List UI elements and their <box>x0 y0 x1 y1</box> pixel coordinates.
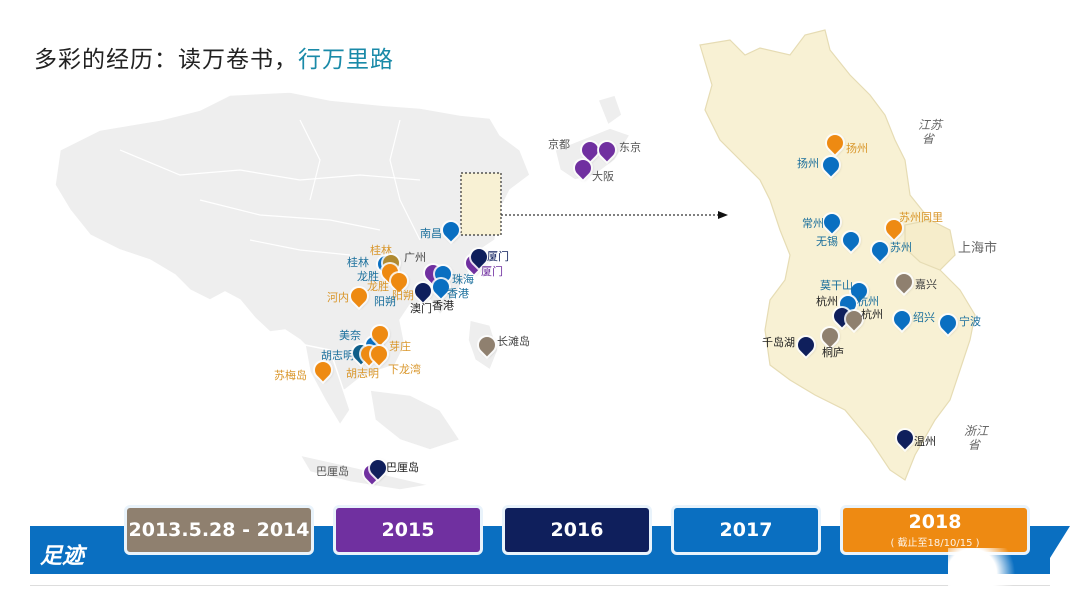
title-main: 多彩的经历：读万卷书， <box>34 47 298 73</box>
map-pin-osaka[interactable] <box>571 156 595 180</box>
timeline-tail <box>1040 526 1070 574</box>
pin-label: 下龙湾 <box>388 363 421 376</box>
pin-label: 桐庐 <box>822 346 844 359</box>
pin-label: 芽庄 <box>389 340 411 353</box>
pin-label: 嘉兴 <box>915 278 937 291</box>
pin-label: 香港 <box>432 299 454 312</box>
map-pin-qiandaohu[interactable] <box>794 333 818 357</box>
map-pin-nanchang[interactable] <box>439 218 463 242</box>
pin-label: 京都 <box>548 138 570 151</box>
pin-label: 河内 <box>327 291 349 304</box>
pin-label: 温州 <box>914 435 936 448</box>
pin-label: 香港 <box>447 287 469 300</box>
map-pin-ningbo[interactable] <box>936 311 960 335</box>
pin-label: 阳朔 <box>392 289 414 302</box>
pin-label: 杭州 <box>861 308 883 321</box>
pin-label: 莫干山 <box>820 279 853 292</box>
pin-label: 胡志明 <box>346 367 379 380</box>
pin-label: 厦门 <box>487 250 509 263</box>
pin-label: 扬州 <box>846 142 868 155</box>
tab-label: 2015 <box>381 519 435 541</box>
map-pin-wenzhou[interactable] <box>893 426 917 450</box>
map-pin-changzhou[interactable] <box>820 210 844 234</box>
tab-2017[interactable]: 2017 <box>671 505 821 555</box>
pin-label: 大阪 <box>592 170 614 183</box>
tab-2016[interactable]: 2016 <box>502 505 652 555</box>
region-label-shanghai: 上海市 <box>958 241 998 256</box>
map-pin-suzhou[interactable] <box>868 238 892 262</box>
map-pin-yangzhou-2017[interactable] <box>819 153 843 177</box>
pin-label: 苏梅岛 <box>274 369 307 382</box>
pin-label: 无锡 <box>816 235 838 248</box>
pin-label: 杭州 <box>816 295 838 308</box>
map-pin-tonglu[interactable] <box>818 324 842 348</box>
pin-label: 东京 <box>619 141 641 154</box>
pin-label: 珠海 <box>452 273 474 286</box>
jiangzhe-map <box>699 29 976 481</box>
pin-label: 宁波 <box>959 315 981 328</box>
map-pin-jiaxing[interactable] <box>892 270 916 294</box>
pin-label: 胡志明 <box>321 349 354 362</box>
pin-label: 扬州 <box>797 157 819 170</box>
pin-label: 巴厘岛 <box>386 461 419 474</box>
map-pin-tokyo[interactable] <box>595 138 619 162</box>
pin-label: 桂林 <box>370 244 392 257</box>
map-pin-nhatrang[interactable] <box>368 322 392 346</box>
pin-label: 龙胜 <box>357 270 379 283</box>
map-pin-boracay[interactable] <box>475 333 499 357</box>
pin-label: 常州 <box>802 217 824 230</box>
pin-label: 南昌 <box>420 227 442 240</box>
tab-2018[interactable]: 2018 ( 截止至18/10/15 ) <box>840 505 1030 555</box>
map-pin-shaoxing[interactable] <box>890 307 914 331</box>
map-pin-bali-2016[interactable] <box>366 456 390 480</box>
map-pin-koh-samui[interactable] <box>311 358 335 382</box>
tab-label: 2017 <box>719 519 773 541</box>
region-label-jiangsu: 江苏 省 <box>918 118 943 146</box>
tab-2013-2014[interactable]: 2013.5.28 - 2014 <box>124 505 314 555</box>
pin-label: 杭州 <box>857 295 879 308</box>
region-label-zhejiang: 浙江 省 <box>964 424 989 452</box>
tab-sublabel: ( 截止至18/10/15 ) <box>890 538 980 549</box>
pin-label: 广州 <box>404 251 426 264</box>
arrow-head-icon <box>718 211 728 219</box>
map-pin-yangzhou-2018[interactable] <box>823 131 847 155</box>
tab-label: 2013.5.28 - 2014 <box>128 519 310 541</box>
asia-borders <box>119 119 421 256</box>
pin-label: 桂林 <box>347 256 369 269</box>
watermark-logo <box>948 548 1028 590</box>
pin-label: 巴厘岛 <box>316 465 349 478</box>
pin-label: 龙胜 <box>367 280 389 293</box>
map-pin-halong[interactable] <box>367 342 391 366</box>
map-pin-hanoi[interactable] <box>347 284 371 308</box>
zoom-region-box <box>460 172 502 236</box>
map-pin-macau[interactable] <box>411 279 435 303</box>
pin-label: 阳朔 <box>374 295 396 308</box>
tab-label: 2016 <box>550 519 604 541</box>
pin-label: 长滩岛 <box>497 335 530 348</box>
map-pin-wuxi[interactable] <box>839 228 863 252</box>
pin-label: 澳门 <box>410 302 432 315</box>
pin-label: 绍兴 <box>913 311 935 324</box>
timeline-label: 足迹 <box>40 544 85 569</box>
pin-label: 千岛湖 <box>762 336 795 349</box>
tab-label: 2018 <box>908 511 962 533</box>
pin-label: 苏州同里 <box>899 211 943 224</box>
pin-label: 苏州 <box>890 241 912 254</box>
timeline-divider <box>30 585 1050 586</box>
pin-label: 厦门 <box>481 265 503 278</box>
map-pin-hangzhou-2014[interactable] <box>842 307 866 331</box>
pin-label: 美奈 <box>339 329 361 342</box>
tab-2015[interactable]: 2015 <box>333 505 483 555</box>
page-title: 多彩的经历：读万卷书，行万里路 <box>34 40 394 74</box>
title-accent: 行万里路 <box>298 47 394 73</box>
